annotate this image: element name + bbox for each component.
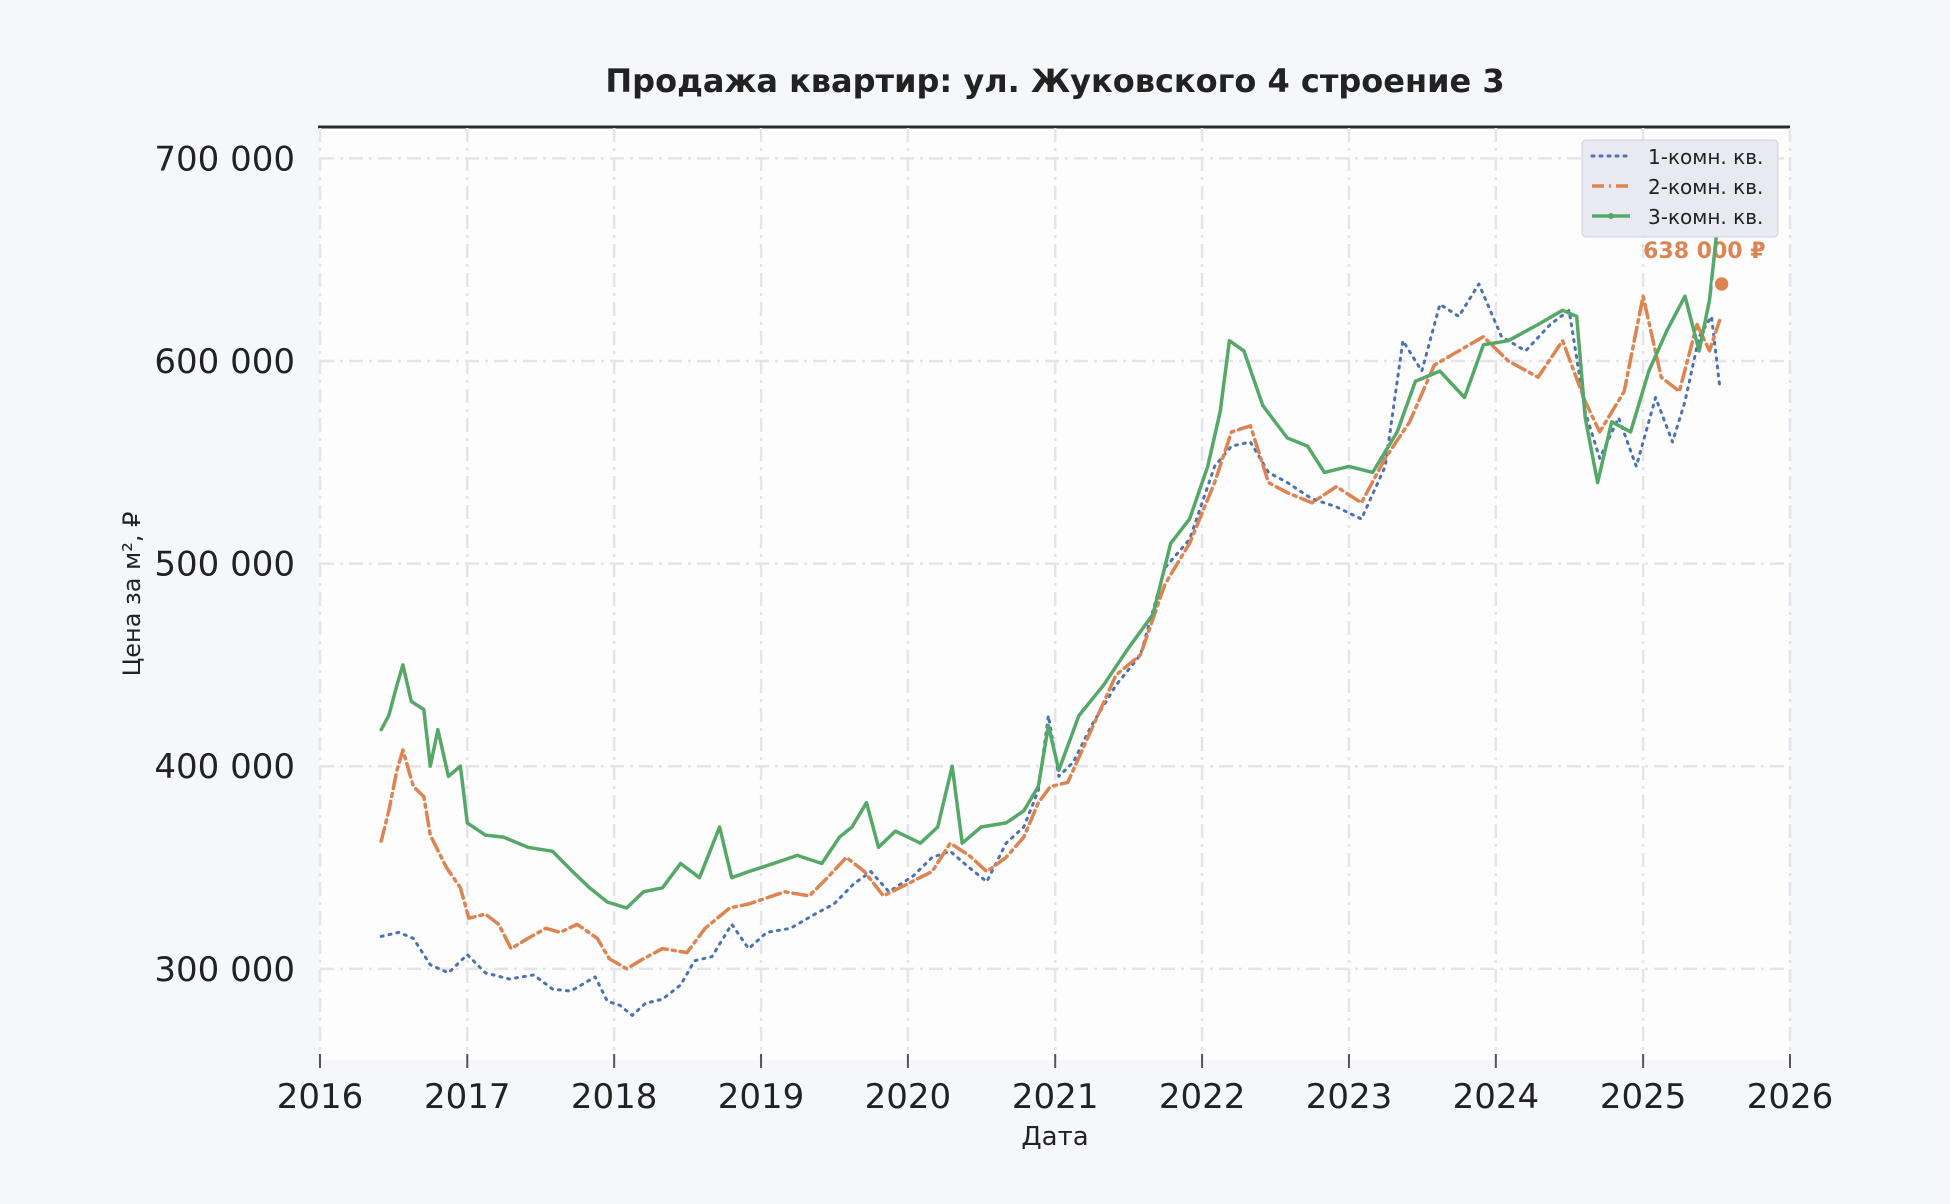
x-tick-label: 2019 — [718, 1077, 805, 1117]
y-axis-label: Цена за м², ₽ — [118, 512, 146, 677]
x-tick-label: 2022 — [1159, 1077, 1246, 1117]
series-lines — [379, 176, 1722, 1017]
x-axis-ticks: 2016 2017 2018 2019 2020 2021 2022 2023 2024 2025… — [277, 1054, 1834, 1117]
y-tick-label: 400 000 — [154, 747, 295, 787]
grid — [318, 128, 1792, 1060]
y-tick-label: 300 000 — [154, 950, 295, 990]
annotations: 638 000 ₽ — [1643, 239, 1765, 264]
series-line-3 — [379, 176, 1722, 910]
legend-label-3room: 3-комн. кв. — [1648, 205, 1763, 229]
series-line-2 — [379, 294, 1722, 971]
legend-box — [1581, 139, 1779, 238]
price-annotation: 638 000 ₽ — [1643, 239, 1765, 264]
y-tick-label: 500 000 — [154, 545, 295, 585]
legend-label-2room: 2-комн. кв. — [1648, 175, 1763, 199]
x-tick-label: 2026 — [1747, 1077, 1834, 1117]
x-tick-label: 2020 — [865, 1077, 952, 1117]
legend: 1-комн. кв. 2-комн. кв. 3-комн. кв. — [1581, 139, 1779, 238]
y-tick-label: 700 000 — [154, 139, 295, 179]
x-tick-label: 2017 — [424, 1077, 511, 1117]
endpoint-marker — [1712, 274, 1731, 294]
series-line-1 — [379, 282, 1722, 1017]
legend-marker-3room — [1608, 213, 1614, 219]
x-tick-label: 2016 — [277, 1077, 364, 1117]
x-tick-label: 2021 — [1012, 1077, 1099, 1117]
chart-title: Продажа квартир: ул. Жуковского 4 строен… — [605, 62, 1504, 100]
x-tick-label: 2025 — [1600, 1077, 1687, 1117]
y-axis-ticks: 300 000 400 000 500 000 600 000 700 000 — [154, 139, 295, 989]
x-tick-label: 2024 — [1453, 1077, 1540, 1117]
x-tick-label: 2018 — [571, 1077, 658, 1117]
x-tick-label: 2023 — [1306, 1077, 1393, 1117]
y-tick-label: 600 000 — [154, 342, 295, 382]
legend-label-1room: 1-комн. кв. — [1648, 145, 1763, 169]
x-axis-label: Дата — [1021, 1122, 1088, 1152]
